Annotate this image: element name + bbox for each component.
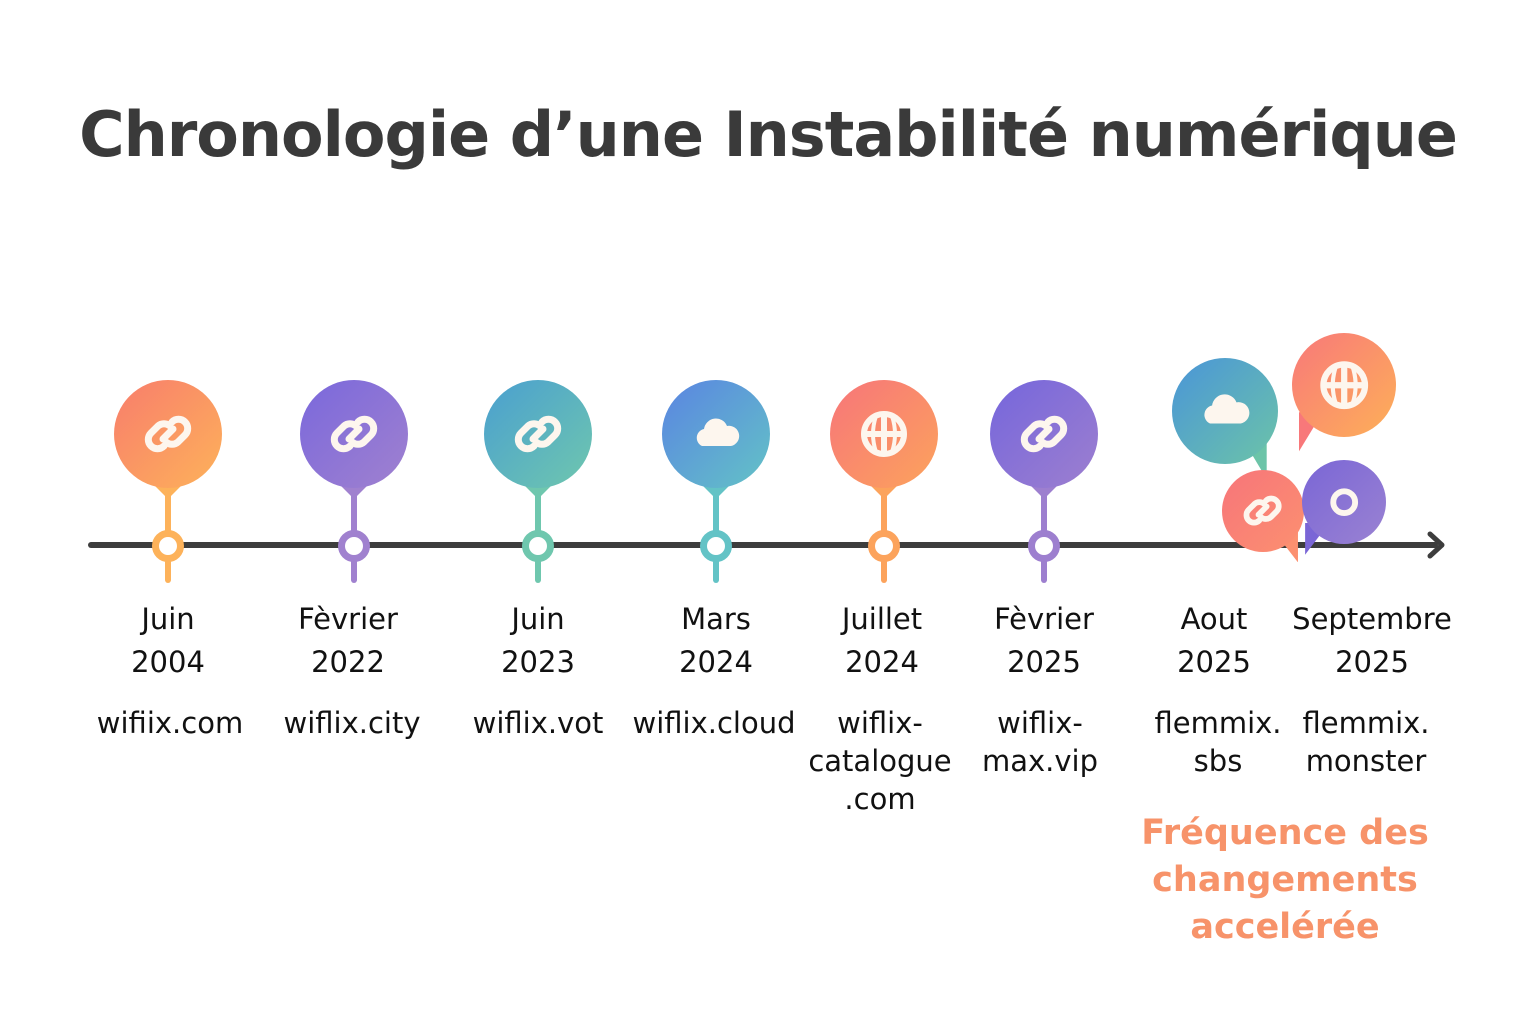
timeline-node bbox=[1028, 530, 1060, 562]
event-date: Fèvrier 2022 bbox=[258, 598, 438, 684]
event-date: Aout 2025 bbox=[1124, 598, 1304, 684]
event-year: 2025 bbox=[1335, 645, 1409, 679]
event-date: Mars 2024 bbox=[626, 598, 806, 684]
event-date: Juin 2023 bbox=[448, 598, 628, 684]
event-date: Fèvrier 2025 bbox=[954, 598, 1134, 684]
speech-bubble bbox=[1302, 460, 1386, 555]
event-year: 2022 bbox=[311, 645, 385, 679]
timeline-pin bbox=[484, 380, 592, 585]
event-domain: wiflix.cloud bbox=[632, 706, 796, 740]
event-month: Juillet bbox=[841, 602, 923, 636]
event-date: Juillet 2024 bbox=[792, 598, 972, 684]
timeline-axis bbox=[88, 542, 1438, 548]
acceleration-note: Fréquence des changements accelérée bbox=[1141, 813, 1429, 947]
cloud-icon bbox=[696, 418, 740, 446]
event-domain: wiflix-max.vip bbox=[981, 706, 1099, 778]
link-icon bbox=[514, 415, 562, 453]
timeline-node bbox=[868, 530, 900, 562]
event-month: Fèvrier bbox=[994, 602, 1094, 636]
timeline-node bbox=[522, 530, 554, 562]
arrow-head-icon bbox=[1427, 531, 1445, 559]
speech-bubble bbox=[1222, 470, 1304, 563]
timeline-node bbox=[152, 530, 184, 562]
timeline-pin bbox=[662, 380, 770, 585]
event-month: Juin bbox=[141, 602, 195, 636]
bubble-body bbox=[1302, 460, 1386, 544]
timeline-pin bbox=[300, 380, 408, 585]
circle-icon bbox=[1330, 488, 1358, 516]
globe-icon bbox=[861, 411, 907, 457]
event-domain: flemmix. sbs bbox=[1154, 706, 1282, 778]
event-year: 2023 bbox=[501, 645, 575, 679]
timeline-node bbox=[338, 530, 370, 562]
event-domain: wiflix-catalogue .com bbox=[808, 706, 952, 816]
event-month: Juin bbox=[511, 602, 565, 636]
globe-icon bbox=[1320, 361, 1368, 409]
timeline-pin bbox=[990, 380, 1098, 585]
event-domain: wiflix.city bbox=[283, 706, 421, 740]
event-date: Juin 2004 bbox=[78, 598, 258, 684]
link-icon bbox=[330, 415, 378, 453]
event-month: Mars bbox=[681, 602, 751, 636]
event-year: 2024 bbox=[845, 645, 919, 679]
link-icon bbox=[1243, 496, 1282, 526]
timeline-pin bbox=[830, 380, 938, 585]
page-title: Chronologie d’une Instabilité numérique bbox=[79, 98, 1458, 171]
event-date: Septembre 2025 bbox=[1282, 598, 1462, 684]
event-year: 2025 bbox=[1177, 645, 1251, 679]
event-domain: flemmix. monster bbox=[1302, 706, 1430, 778]
event-month: Aout bbox=[1180, 602, 1248, 636]
timeline-node bbox=[700, 530, 732, 562]
event-year: 2025 bbox=[1007, 645, 1081, 679]
speech-bubble bbox=[1292, 333, 1396, 452]
link-icon bbox=[144, 415, 192, 453]
event-domain: wiflix.vot bbox=[472, 706, 604, 740]
event-month: Fèvrier bbox=[298, 602, 398, 636]
event-month: Septembre bbox=[1292, 602, 1452, 636]
timeline-pin bbox=[114, 380, 222, 585]
cloud-icon bbox=[1204, 394, 1250, 424]
link-icon bbox=[1020, 415, 1068, 453]
event-year: 2024 bbox=[679, 645, 753, 679]
event-domain: wifiix.com bbox=[96, 706, 244, 740]
event-year: 2004 bbox=[131, 645, 205, 679]
speech-bubble bbox=[1172, 358, 1278, 480]
